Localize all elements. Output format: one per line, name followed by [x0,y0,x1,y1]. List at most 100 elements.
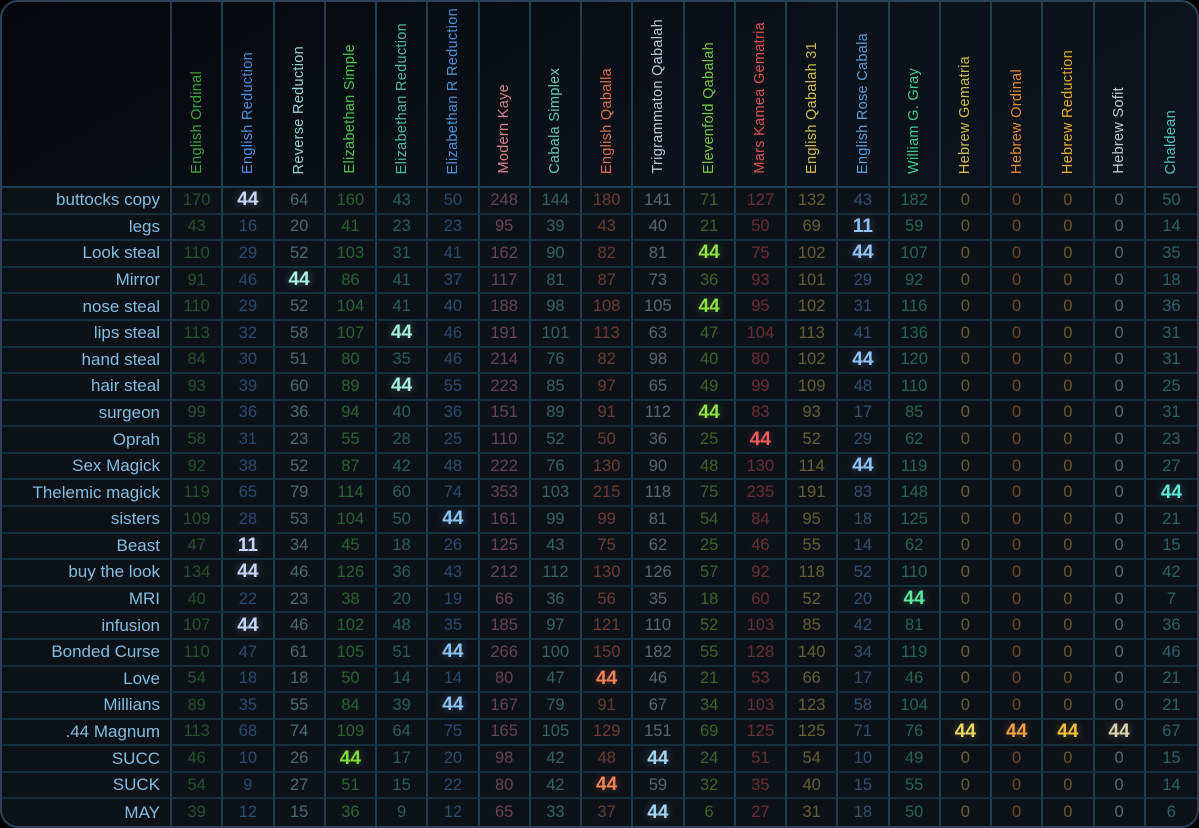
value-cell-buttocks-copy-english-ordinal[interactable]: 170 [172,188,224,215]
value-cell-legs-english-qabalah-31[interactable]: 69 [787,214,839,242]
value-cell-love-modern-kaye[interactable]: 80 [479,666,531,694]
value-cell-legs-hebrew-gematria[interactable]: 0 [940,214,992,242]
value-cell-millians-elizabethan-reduction[interactable]: 39 [377,693,429,720]
value-cell-millians-english-rose-cabala[interactable]: 58 [838,693,890,720]
value-cell-may-hebrew-sofit[interactable]: 0 [1095,799,1146,826]
value-cell-millians-english-qabalah-31[interactable]: 123 [787,693,839,720]
value-cell-bonded-curse-hebrew-ordinal[interactable]: 0 [992,639,1044,667]
value-cell-44-magnum-elizabethan-reduction[interactable]: 64 [377,719,429,747]
value-cell-lips-steal-hebrew-reduction[interactable]: 0 [1043,320,1095,348]
column-header-hebrew-gematria[interactable]: Hebrew Gematria [940,2,992,188]
value-cell-mri-elizabethan-r-reduction[interactable]: 19 [428,586,480,614]
value-cell-mirror-english-qaballa[interactable]: 87 [582,267,634,295]
value-cell-thelemic-magick-elizabethan-reduction[interactable]: 60 [377,480,429,507]
value-cell-oprah-chaldean[interactable]: 23 [1145,427,1197,454]
value-cell-succ-modern-kaye[interactable]: 98 [479,746,531,773]
value-cell-hand-steal-hebrew-ordinal[interactable]: 0 [992,347,1044,375]
column-header-mars-kamea-gematria[interactable]: Mars Kamea Gematria [735,2,787,188]
value-cell-look-steal-english-reduction[interactable]: 29 [223,241,275,268]
value-cell-44-magnum-english-rose-cabala[interactable]: 71 [838,719,890,747]
value-cell-44-magnum-reverse-reduction[interactable]: 74 [274,719,326,747]
value-cell-millians-trigrammaton-qabalah[interactable]: 67 [633,693,685,720]
value-cell-bonded-curse-hebrew-gematria[interactable]: 0 [940,639,992,667]
value-cell-love-elizabethan-reduction[interactable]: 14 [377,666,429,694]
value-cell-mri-hebrew-gematria[interactable]: 0 [940,586,992,614]
value-cell-may-english-reduction[interactable]: 12 [223,799,275,826]
value-cell-legs-elevenfold-qabalah[interactable]: 21 [684,214,736,242]
value-cell-bonded-curse-english-rose-cabala[interactable]: 34 [838,639,890,667]
value-cell-surgeon-reverse-reduction[interactable]: 36 [274,400,326,428]
value-cell-may-hebrew-gematria[interactable]: 0 [941,799,992,826]
value-cell-mri-english-qaballa[interactable]: 56 [582,586,634,614]
value-cell-look-steal-hebrew-ordinal[interactable]: 0 [992,241,1044,268]
value-cell-44-magnum-hebrew-reduction[interactable]: 44 [1043,719,1095,747]
value-cell-surgeon-english-ordinal[interactable]: 99 [172,400,224,428]
value-cell-suck-modern-kaye[interactable]: 80 [479,772,531,800]
value-cell-sisters-elevenfold-qabalah[interactable]: 54 [684,507,736,534]
value-cell-beast-cabala-simplex[interactable]: 43 [530,533,582,561]
value-cell-millians-hebrew-ordinal[interactable]: 0 [992,693,1044,720]
value-cell-succ-reverse-reduction[interactable]: 26 [274,746,326,773]
value-cell-nose-steal-english-reduction[interactable]: 29 [223,294,275,321]
value-cell-mri-english-rose-cabala[interactable]: 20 [838,586,890,614]
value-cell-love-trigrammaton-qabalah[interactable]: 46 [633,666,685,694]
value-cell-suck-mars-kamea-gematria[interactable]: 35 [735,772,787,800]
value-cell-surgeon-hebrew-gematria[interactable]: 0 [940,400,992,428]
value-cell-mri-modern-kaye[interactable]: 66 [479,586,531,614]
value-cell-succ-english-qabalah-31[interactable]: 54 [787,746,839,773]
value-cell-hair-steal-elizabethan-simple[interactable]: 89 [325,374,377,401]
value-cell-beast-elizabethan-reduction[interactable]: 18 [377,533,429,561]
value-cell-look-steal-mars-kamea-gematria[interactable]: 75 [735,241,787,268]
value-cell-thelemic-magick-hebrew-sofit[interactable]: 0 [1094,480,1146,507]
value-cell-buttocks-copy-elizabethan-r-reduction[interactable]: 50 [428,188,480,215]
value-cell-44-magnum-chaldean[interactable]: 67 [1145,720,1197,747]
value-cell-bonded-curse-english-ordinal[interactable]: 110 [172,639,224,667]
value-cell-buttocks-copy-hebrew-reduction[interactable]: 0 [1043,188,1095,215]
value-cell-lips-steal-hebrew-ordinal[interactable]: 0 [992,320,1044,348]
value-cell-infusion-english-qaballa[interactable]: 121 [582,613,634,640]
value-cell-sisters-english-reduction[interactable]: 28 [223,507,275,534]
value-cell-oprah-english-qaballa[interactable]: 50 [582,427,634,454]
value-cell-look-steal-english-rose-cabala[interactable]: 44 [838,241,890,268]
value-cell-mirror-reverse-reduction[interactable]: 44 [274,267,326,295]
value-cell-look-steal-elizabethan-simple[interactable]: 103 [325,241,377,268]
value-cell-buttocks-copy-cabala-simplex[interactable]: 144 [530,188,582,215]
column-header-hebrew-sofit[interactable]: Hebrew Sofit [1094,2,1146,188]
value-cell-bonded-curse-hebrew-reduction[interactable]: 0 [1043,639,1095,667]
value-cell-44-magnum-trigrammaton-qabalah[interactable]: 151 [633,719,685,747]
value-cell-oprah-trigrammaton-qabalah[interactable]: 36 [633,427,685,454]
value-cell-beast-english-qabalah-31[interactable]: 55 [787,533,839,561]
value-cell-sex-magick-chaldean[interactable]: 27 [1145,454,1197,481]
value-cell-buy-the-look-chaldean[interactable]: 42 [1145,560,1197,587]
value-cell-look-steal-chaldean[interactable]: 35 [1145,241,1197,268]
value-cell-sisters-modern-kaye[interactable]: 161 [479,507,531,534]
value-cell-may-english-qaballa[interactable]: 37 [582,799,634,826]
value-cell-millians-hebrew-sofit[interactable]: 0 [1094,693,1146,720]
value-cell-hair-steal-william-g-gray[interactable]: 110 [889,374,941,401]
value-cell-lips-steal-english-rose-cabala[interactable]: 41 [838,320,890,348]
value-cell-infusion-william-g-gray[interactable]: 81 [889,613,941,640]
column-header-william-g-gray[interactable]: William G. Gray [889,2,941,188]
value-cell-beast-hebrew-ordinal[interactable]: 0 [992,533,1044,561]
value-cell-hair-steal-english-rose-cabala[interactable]: 48 [838,374,890,401]
value-cell-hair-steal-reverse-reduction[interactable]: 60 [274,374,326,401]
value-cell-buy-the-look-mars-kamea-gematria[interactable]: 92 [735,560,787,587]
value-cell-buttocks-copy-english-qabalah-31[interactable]: 132 [787,188,839,215]
value-cell-nose-steal-hebrew-sofit[interactable]: 0 [1094,294,1146,321]
value-cell-thelemic-magick-elevenfold-qabalah[interactable]: 75 [684,480,736,507]
value-cell-surgeon-hebrew-reduction[interactable]: 0 [1043,400,1095,428]
value-cell-infusion-hebrew-reduction[interactable]: 0 [1043,613,1095,640]
value-cell-hand-steal-elizabethan-reduction[interactable]: 35 [377,347,429,375]
value-cell-succ-hebrew-reduction[interactable]: 0 [1043,746,1095,773]
value-cell-infusion-english-ordinal[interactable]: 107 [172,613,224,640]
value-cell-oprah-hebrew-reduction[interactable]: 0 [1043,427,1095,454]
value-cell-nose-steal-elizabethan-r-reduction[interactable]: 40 [428,294,480,321]
value-cell-oprah-hebrew-sofit[interactable]: 0 [1094,427,1146,454]
value-cell-buttocks-copy-hebrew-ordinal[interactable]: 0 [992,188,1044,215]
value-cell-succ-english-reduction[interactable]: 10 [223,746,275,773]
value-cell-millians-english-reduction[interactable]: 35 [223,693,275,720]
value-cell-sex-magick-trigrammaton-qabalah[interactable]: 90 [633,453,685,481]
value-cell-succ-elevenfold-qabalah[interactable]: 24 [684,746,736,773]
value-cell-nose-steal-reverse-reduction[interactable]: 52 [274,294,326,321]
value-cell-thelemic-magick-cabala-simplex[interactable]: 103 [530,480,582,507]
